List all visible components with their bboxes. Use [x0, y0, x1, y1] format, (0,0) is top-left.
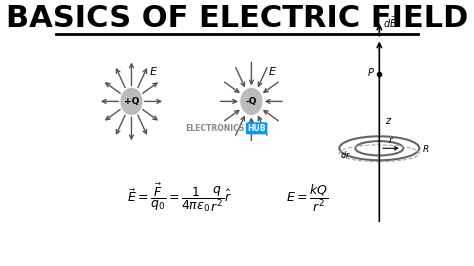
Text: $\vec{E} = \dfrac{\vec{F}}{q_0} = \dfrac{1}{4\pi\varepsilon_0}\dfrac{q}{r^2}\hat: $\vec{E} = \dfrac{\vec{F}}{q_0} = \dfrac…	[127, 182, 232, 214]
Text: +Q: +Q	[124, 97, 139, 106]
Text: $z$: $z$	[385, 116, 392, 126]
Text: $\mathit{E}$: $\mathit{E}$	[268, 65, 277, 77]
Circle shape	[241, 88, 262, 114]
Text: $E = \dfrac{kQ}{r^2}$: $E = \dfrac{kQ}{r^2}$	[286, 183, 328, 214]
Text: $R$: $R$	[422, 143, 430, 154]
Text: $r$: $r$	[388, 135, 394, 145]
Text: HUB: HUB	[247, 124, 266, 133]
Text: $P$: $P$	[367, 66, 375, 78]
Text: $d\vec{E}$: $d\vec{E}$	[383, 15, 398, 30]
Circle shape	[121, 88, 142, 114]
Text: ELECTRONICS: ELECTRONICS	[185, 124, 244, 133]
Text: BASICS OF ELECTRIC FIELD: BASICS OF ELECTRIC FIELD	[6, 4, 468, 33]
Text: -Q: -Q	[246, 97, 257, 106]
Text: $\mathit{E}$: $\mathit{E}$	[148, 65, 157, 77]
Text: $dr$: $dr$	[340, 149, 351, 160]
